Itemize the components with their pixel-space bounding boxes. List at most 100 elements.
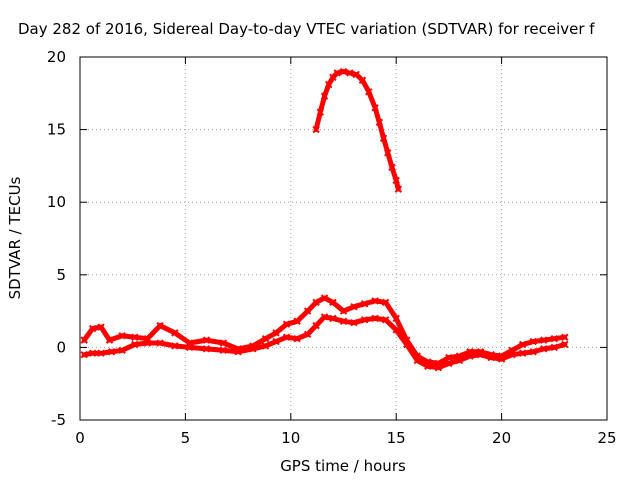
data-point <box>394 185 403 193</box>
tick-labels: 0 5 10 15 20 25 -5 0 5 10 15 20 <box>47 48 617 447</box>
data-point <box>476 350 485 359</box>
data-point <box>365 88 373 96</box>
data-point <box>312 125 320 134</box>
data-point <box>185 343 194 352</box>
data-point <box>293 317 301 325</box>
x-axis-title: GPS time / hours <box>280 457 406 475</box>
grid <box>80 57 607 420</box>
data-point <box>358 76 367 84</box>
data-point <box>202 345 211 353</box>
data-point <box>118 346 126 355</box>
data-point <box>371 314 379 323</box>
data-point <box>381 316 390 324</box>
data-point <box>329 314 337 323</box>
data-point <box>497 355 506 363</box>
x-tick-label: 20 <box>492 429 511 447</box>
data-point <box>316 108 325 116</box>
data-point <box>325 80 333 89</box>
data-point <box>518 340 527 349</box>
data-point <box>392 314 400 323</box>
data-point <box>272 329 280 337</box>
data-point <box>312 321 320 330</box>
data-point <box>339 317 348 325</box>
data-point <box>320 313 329 321</box>
data-point <box>156 339 164 347</box>
data-point <box>561 333 569 341</box>
data-point <box>346 69 354 77</box>
data-point <box>529 337 537 346</box>
data-point <box>360 300 369 308</box>
data-point <box>455 356 464 365</box>
data-point <box>105 336 114 344</box>
data-point <box>293 334 301 343</box>
chart-title: Day 282 of 2016, Sidereal Day-to-day VTE… <box>18 20 595 38</box>
data-point <box>540 345 548 353</box>
data-point <box>466 352 474 360</box>
data-point <box>107 348 116 356</box>
data-point <box>143 339 152 347</box>
data-point <box>261 342 270 350</box>
data-point <box>379 134 388 143</box>
data-point <box>261 334 270 343</box>
y-tick-label: -5 <box>51 411 66 429</box>
data-point <box>282 333 291 341</box>
data-point <box>424 362 432 370</box>
data-point <box>508 350 516 359</box>
data-point <box>388 163 396 172</box>
data-point <box>381 298 390 307</box>
data-point <box>392 176 400 185</box>
data-point <box>80 350 88 359</box>
data-point <box>303 307 312 315</box>
data-point <box>156 321 164 330</box>
data-point <box>434 364 443 372</box>
data-point <box>303 330 312 339</box>
x-tick-label: 10 <box>281 429 300 447</box>
data-point <box>384 149 392 157</box>
data-point <box>219 346 228 355</box>
y-axis-title: SDTVAR / TECUs <box>6 176 24 299</box>
data-point <box>80 336 88 344</box>
data-point <box>329 298 337 307</box>
data-point <box>219 339 228 347</box>
data-point <box>350 303 358 311</box>
data-point <box>413 356 421 365</box>
y-tick-label: 10 <box>47 193 66 211</box>
data-point <box>88 324 97 333</box>
x-tick-label: 5 <box>181 429 191 447</box>
data-point <box>403 340 411 349</box>
data-point <box>371 104 379 112</box>
data-point <box>350 319 358 327</box>
data-point <box>445 353 453 362</box>
series-band-2 <box>80 313 569 372</box>
y-tick-label: 0 <box>56 338 66 356</box>
data-point <box>375 118 384 127</box>
data-point <box>352 70 360 79</box>
data-point <box>518 349 527 357</box>
data-point <box>171 329 179 337</box>
plot-frame <box>79 56 608 421</box>
series-band-1 <box>80 294 569 368</box>
data-point <box>339 67 348 76</box>
x-tick-label: 15 <box>387 429 406 447</box>
data-point <box>249 345 257 353</box>
data-point <box>118 332 126 340</box>
data-point <box>529 348 537 356</box>
plot-area <box>80 67 569 372</box>
data-point <box>487 353 495 362</box>
data-point <box>282 320 291 328</box>
x-tick-label: 0 <box>75 429 85 447</box>
x-tick-label: 25 <box>597 429 616 447</box>
data-point <box>272 337 280 346</box>
data-point <box>171 342 179 350</box>
data-point <box>550 343 559 352</box>
data-point <box>360 316 369 324</box>
data-point <box>97 323 105 331</box>
y-tick-label: 20 <box>47 48 66 66</box>
series-upper-arc <box>312 67 403 193</box>
data-point <box>550 334 559 343</box>
data-point <box>561 340 569 349</box>
data-point <box>333 69 341 77</box>
data-point <box>320 92 329 100</box>
